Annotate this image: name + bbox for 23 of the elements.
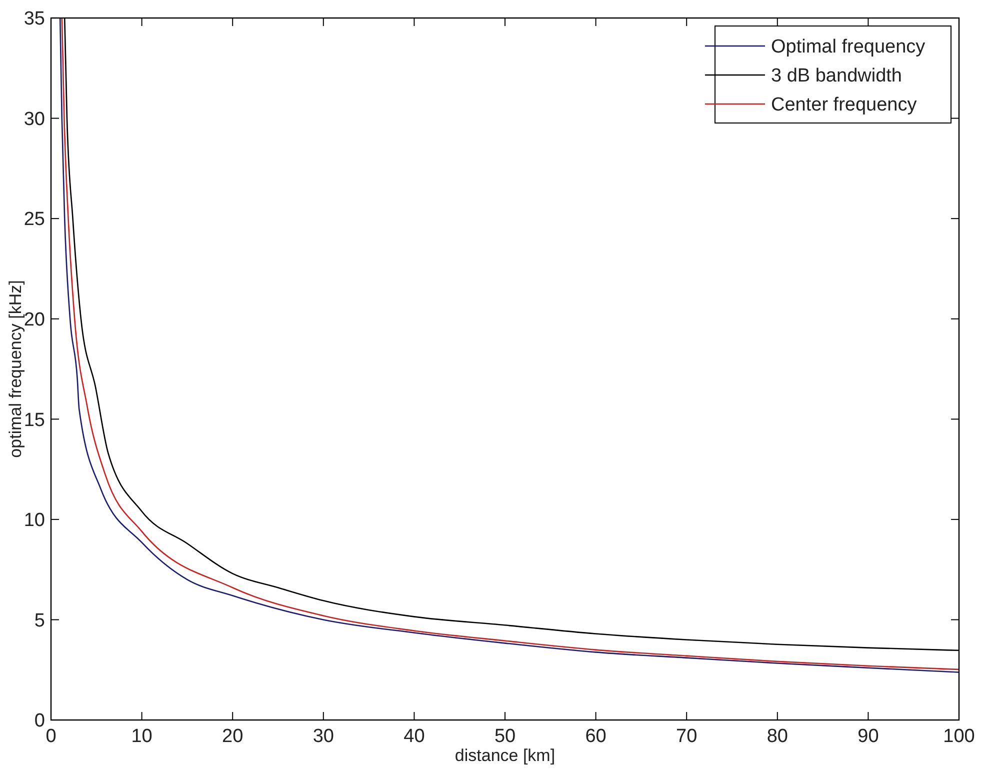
legend-label: 3 dB bandwidth [771, 66, 902, 87]
y-tick-label: 15 [24, 410, 45, 431]
x-tick-label: 100 [943, 726, 975, 747]
y-tick-label: 30 [24, 108, 45, 130]
y-tick-label: 0 [34, 710, 45, 732]
x-tick-label: 40 [404, 726, 425, 747]
legend-label: Optimal frequency [771, 36, 926, 58]
y-axis-title: optimal frequency [kHz] [6, 280, 25, 458]
x-tick-label: 30 [312, 726, 334, 747]
x-tick-label: 70 [676, 726, 698, 747]
y-tick-label: 35 [24, 8, 45, 30]
y-tick-label: 5 [34, 610, 45, 632]
x-tick-label: 60 [585, 726, 606, 747]
y-tick-label: 20 [24, 310, 45, 331]
legend-label: Center frequency [771, 94, 918, 116]
x-tick-label: 10 [131, 726, 152, 747]
y-tick-label: 25 [24, 209, 45, 230]
x-tick-label: 50 [494, 726, 516, 747]
x-axis-title: distance [km] [454, 746, 556, 765]
x-tick-label: 90 [858, 726, 879, 747]
y-tick-label: 10 [24, 510, 45, 532]
x-tick-label: 80 [766, 726, 788, 747]
x-tick-label: 20 [222, 726, 244, 747]
